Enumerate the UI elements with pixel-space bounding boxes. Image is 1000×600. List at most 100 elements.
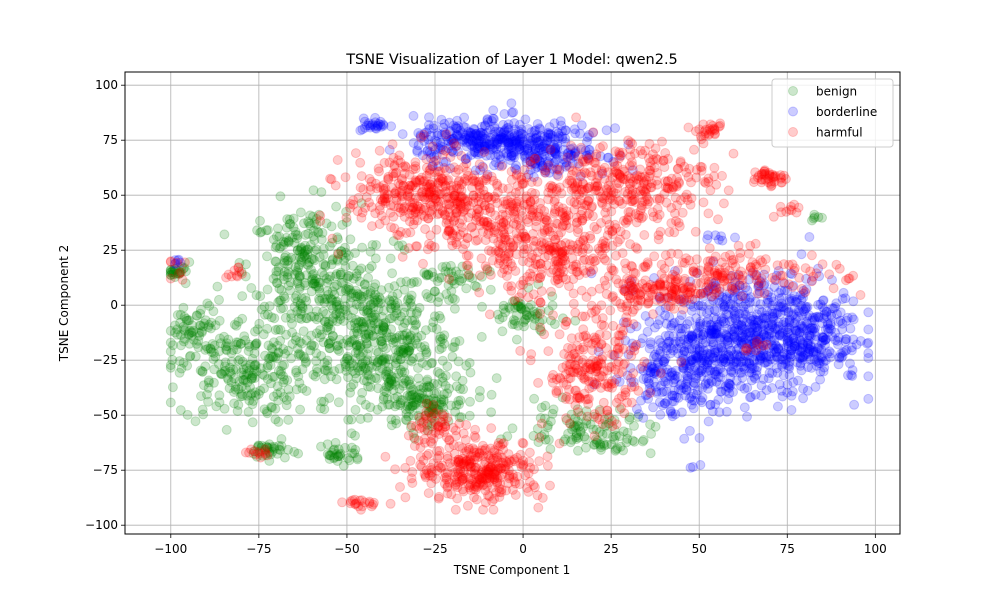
point-benign (395, 364, 406, 375)
point-benign (318, 396, 329, 407)
point-benign (355, 316, 366, 327)
point-borderline (658, 386, 669, 397)
point-benign (347, 335, 358, 346)
point-harmful (456, 179, 467, 190)
point-benign (305, 220, 316, 231)
point-borderline (610, 123, 621, 134)
point-benign (362, 289, 373, 300)
point-benign (447, 293, 458, 304)
point-borderline (809, 313, 820, 324)
point-benign (219, 403, 230, 414)
point-harmful (580, 311, 591, 322)
point-benign (365, 402, 376, 413)
point-benign (327, 237, 338, 248)
point-benign (247, 417, 258, 428)
point-harmful (633, 385, 644, 396)
point-benign (320, 261, 331, 272)
point-benign (413, 373, 424, 384)
point-benign (311, 213, 322, 224)
point-benign (199, 318, 210, 329)
point-benign (388, 337, 399, 348)
point-benign (273, 262, 284, 273)
point-benign (374, 354, 385, 365)
point-benign (311, 244, 322, 255)
point-harmful (450, 198, 461, 209)
point-harmful (622, 171, 633, 181)
point-benign (282, 269, 293, 280)
point-benign (341, 217, 352, 227)
point-harmful (613, 330, 624, 341)
point-benign (214, 397, 225, 408)
point-benign (294, 348, 305, 359)
point-benign (287, 327, 298, 338)
point-benign (384, 296, 395, 307)
point-benign (308, 254, 318, 265)
point-benign (324, 241, 335, 252)
point-benign (267, 344, 278, 354)
point-benign (322, 286, 333, 297)
point-benign (317, 293, 328, 304)
point-borderline (863, 324, 874, 335)
point-benign (241, 369, 252, 380)
point-benign (340, 306, 351, 316)
point-borderline (821, 311, 832, 322)
point-benign (260, 350, 270, 361)
point-harmful (550, 234, 560, 245)
point-benign (344, 361, 355, 372)
point-harmful (374, 219, 385, 230)
point-harmful (655, 226, 666, 237)
point-benign (279, 266, 290, 277)
point-benign (366, 299, 377, 310)
point-harmful (499, 264, 510, 275)
point-benign (242, 390, 253, 401)
point-benign (445, 260, 456, 271)
point-harmful (315, 216, 326, 227)
point-benign (289, 446, 300, 457)
point-benign (250, 360, 261, 371)
point-benign (409, 325, 420, 336)
point-borderline (703, 416, 714, 427)
point-benign (292, 245, 303, 256)
point-benign (337, 219, 348, 230)
point-harmful (628, 290, 639, 301)
point-harmful (571, 112, 582, 123)
point-benign (348, 288, 359, 299)
point-benign (329, 366, 340, 377)
point-harmful (471, 494, 482, 505)
point-harmful (591, 313, 602, 324)
point-benign (292, 306, 303, 317)
point-benign (396, 311, 406, 322)
point-benign (380, 369, 391, 380)
point-benign (307, 270, 318, 280)
point-benign (299, 353, 310, 364)
point-harmful (711, 179, 722, 190)
point-benign (343, 284, 354, 295)
point-benign (421, 289, 432, 299)
point-benign (346, 414, 357, 425)
point-borderline (862, 338, 873, 349)
point-borderline (687, 333, 698, 344)
point-benign (290, 226, 301, 237)
point-harmful (616, 391, 627, 402)
point-benign (366, 374, 376, 385)
point-benign (428, 378, 439, 389)
point-harmful (463, 269, 474, 280)
point-benign (307, 273, 318, 284)
point-benign (359, 279, 370, 290)
point-benign (231, 364, 242, 375)
point-benign (291, 290, 302, 301)
point-benign (261, 225, 272, 236)
point-benign (332, 296, 342, 307)
point-benign (393, 368, 404, 379)
point-harmful (497, 183, 508, 194)
point-benign (331, 301, 342, 312)
point-borderline (818, 335, 829, 346)
point-harmful (617, 147, 628, 158)
point-benign (233, 384, 244, 395)
point-harmful (855, 290, 866, 300)
point-harmful (350, 148, 361, 159)
point-harmful (596, 197, 607, 208)
point-benign (327, 255, 338, 266)
point-benign (370, 309, 380, 320)
point-benign (474, 385, 485, 396)
